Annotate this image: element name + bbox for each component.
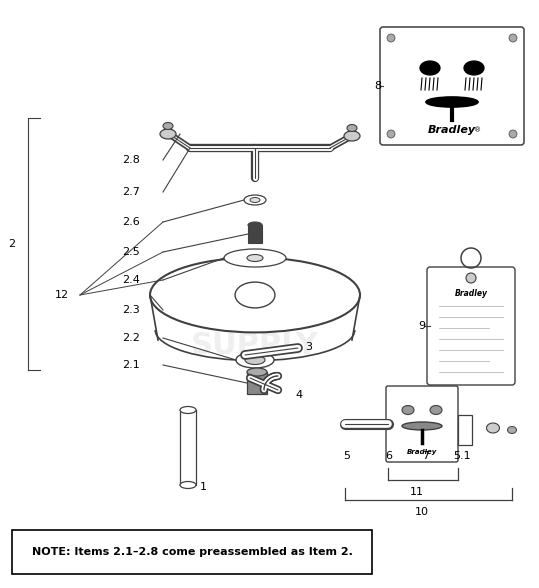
Ellipse shape [180,482,196,489]
Ellipse shape [402,422,442,430]
Ellipse shape [235,282,275,308]
Ellipse shape [402,406,414,415]
Bar [248,225,262,243]
Text: 6: 6 [385,451,392,461]
Bar [458,415,472,445]
Text: 5.1: 5.1 [453,451,471,461]
Text: 11: 11 [410,487,424,497]
Text: 2.1: 2.1 [122,360,140,370]
Ellipse shape [250,198,260,202]
Text: 2: 2 [8,239,15,249]
Ellipse shape [248,222,262,228]
FancyBboxPatch shape [386,386,458,462]
Text: 8: 8 [374,81,381,91]
Text: 5: 5 [343,451,350,461]
Ellipse shape [247,368,267,376]
Text: 7: 7 [422,451,429,461]
Text: 2.4: 2.4 [122,275,140,285]
Text: 2.6: 2.6 [122,217,140,227]
Text: 9: 9 [418,321,425,331]
Ellipse shape [180,406,196,413]
Text: Bradley: Bradley [454,289,487,299]
Circle shape [509,34,517,42]
Ellipse shape [247,255,263,262]
Text: Bradley: Bradley [407,449,437,455]
Bar [180,410,196,485]
Circle shape [509,130,517,138]
Circle shape [387,130,395,138]
Text: ®: ® [474,127,481,133]
Text: SUPPLY: SUPPLY [191,330,319,359]
Ellipse shape [508,426,516,433]
Ellipse shape [163,122,173,129]
Circle shape [466,273,476,283]
Ellipse shape [160,129,176,139]
Ellipse shape [487,423,500,433]
FancyBboxPatch shape [380,27,524,145]
Ellipse shape [344,131,360,141]
FancyBboxPatch shape [12,530,372,574]
Ellipse shape [430,406,442,415]
Ellipse shape [426,97,478,107]
Text: 2.5: 2.5 [122,247,140,257]
Ellipse shape [420,61,440,75]
Text: 2.7: 2.7 [122,187,140,197]
Circle shape [387,34,395,42]
Ellipse shape [150,258,360,332]
Text: 2.2: 2.2 [122,333,140,343]
Ellipse shape [244,195,266,205]
Text: 2.8: 2.8 [122,155,140,165]
Text: 3: 3 [305,342,312,352]
Ellipse shape [464,61,484,75]
Text: Bradley: Bradley [428,125,476,135]
Text: 4: 4 [295,390,302,400]
Text: Kelly: Kelly [201,291,309,329]
Text: 12: 12 [55,290,69,300]
Text: 10: 10 [415,507,429,517]
Bar [247,372,267,394]
FancyBboxPatch shape [427,267,515,385]
Text: 1: 1 [200,482,207,492]
Text: 2.3: 2.3 [122,305,140,315]
Text: NOTE: Items 2.1–2.8 come preassembled as Item 2.: NOTE: Items 2.1–2.8 come preassembled as… [32,547,353,557]
Ellipse shape [245,356,265,365]
Ellipse shape [224,249,286,267]
Ellipse shape [347,125,357,132]
Ellipse shape [236,352,274,368]
